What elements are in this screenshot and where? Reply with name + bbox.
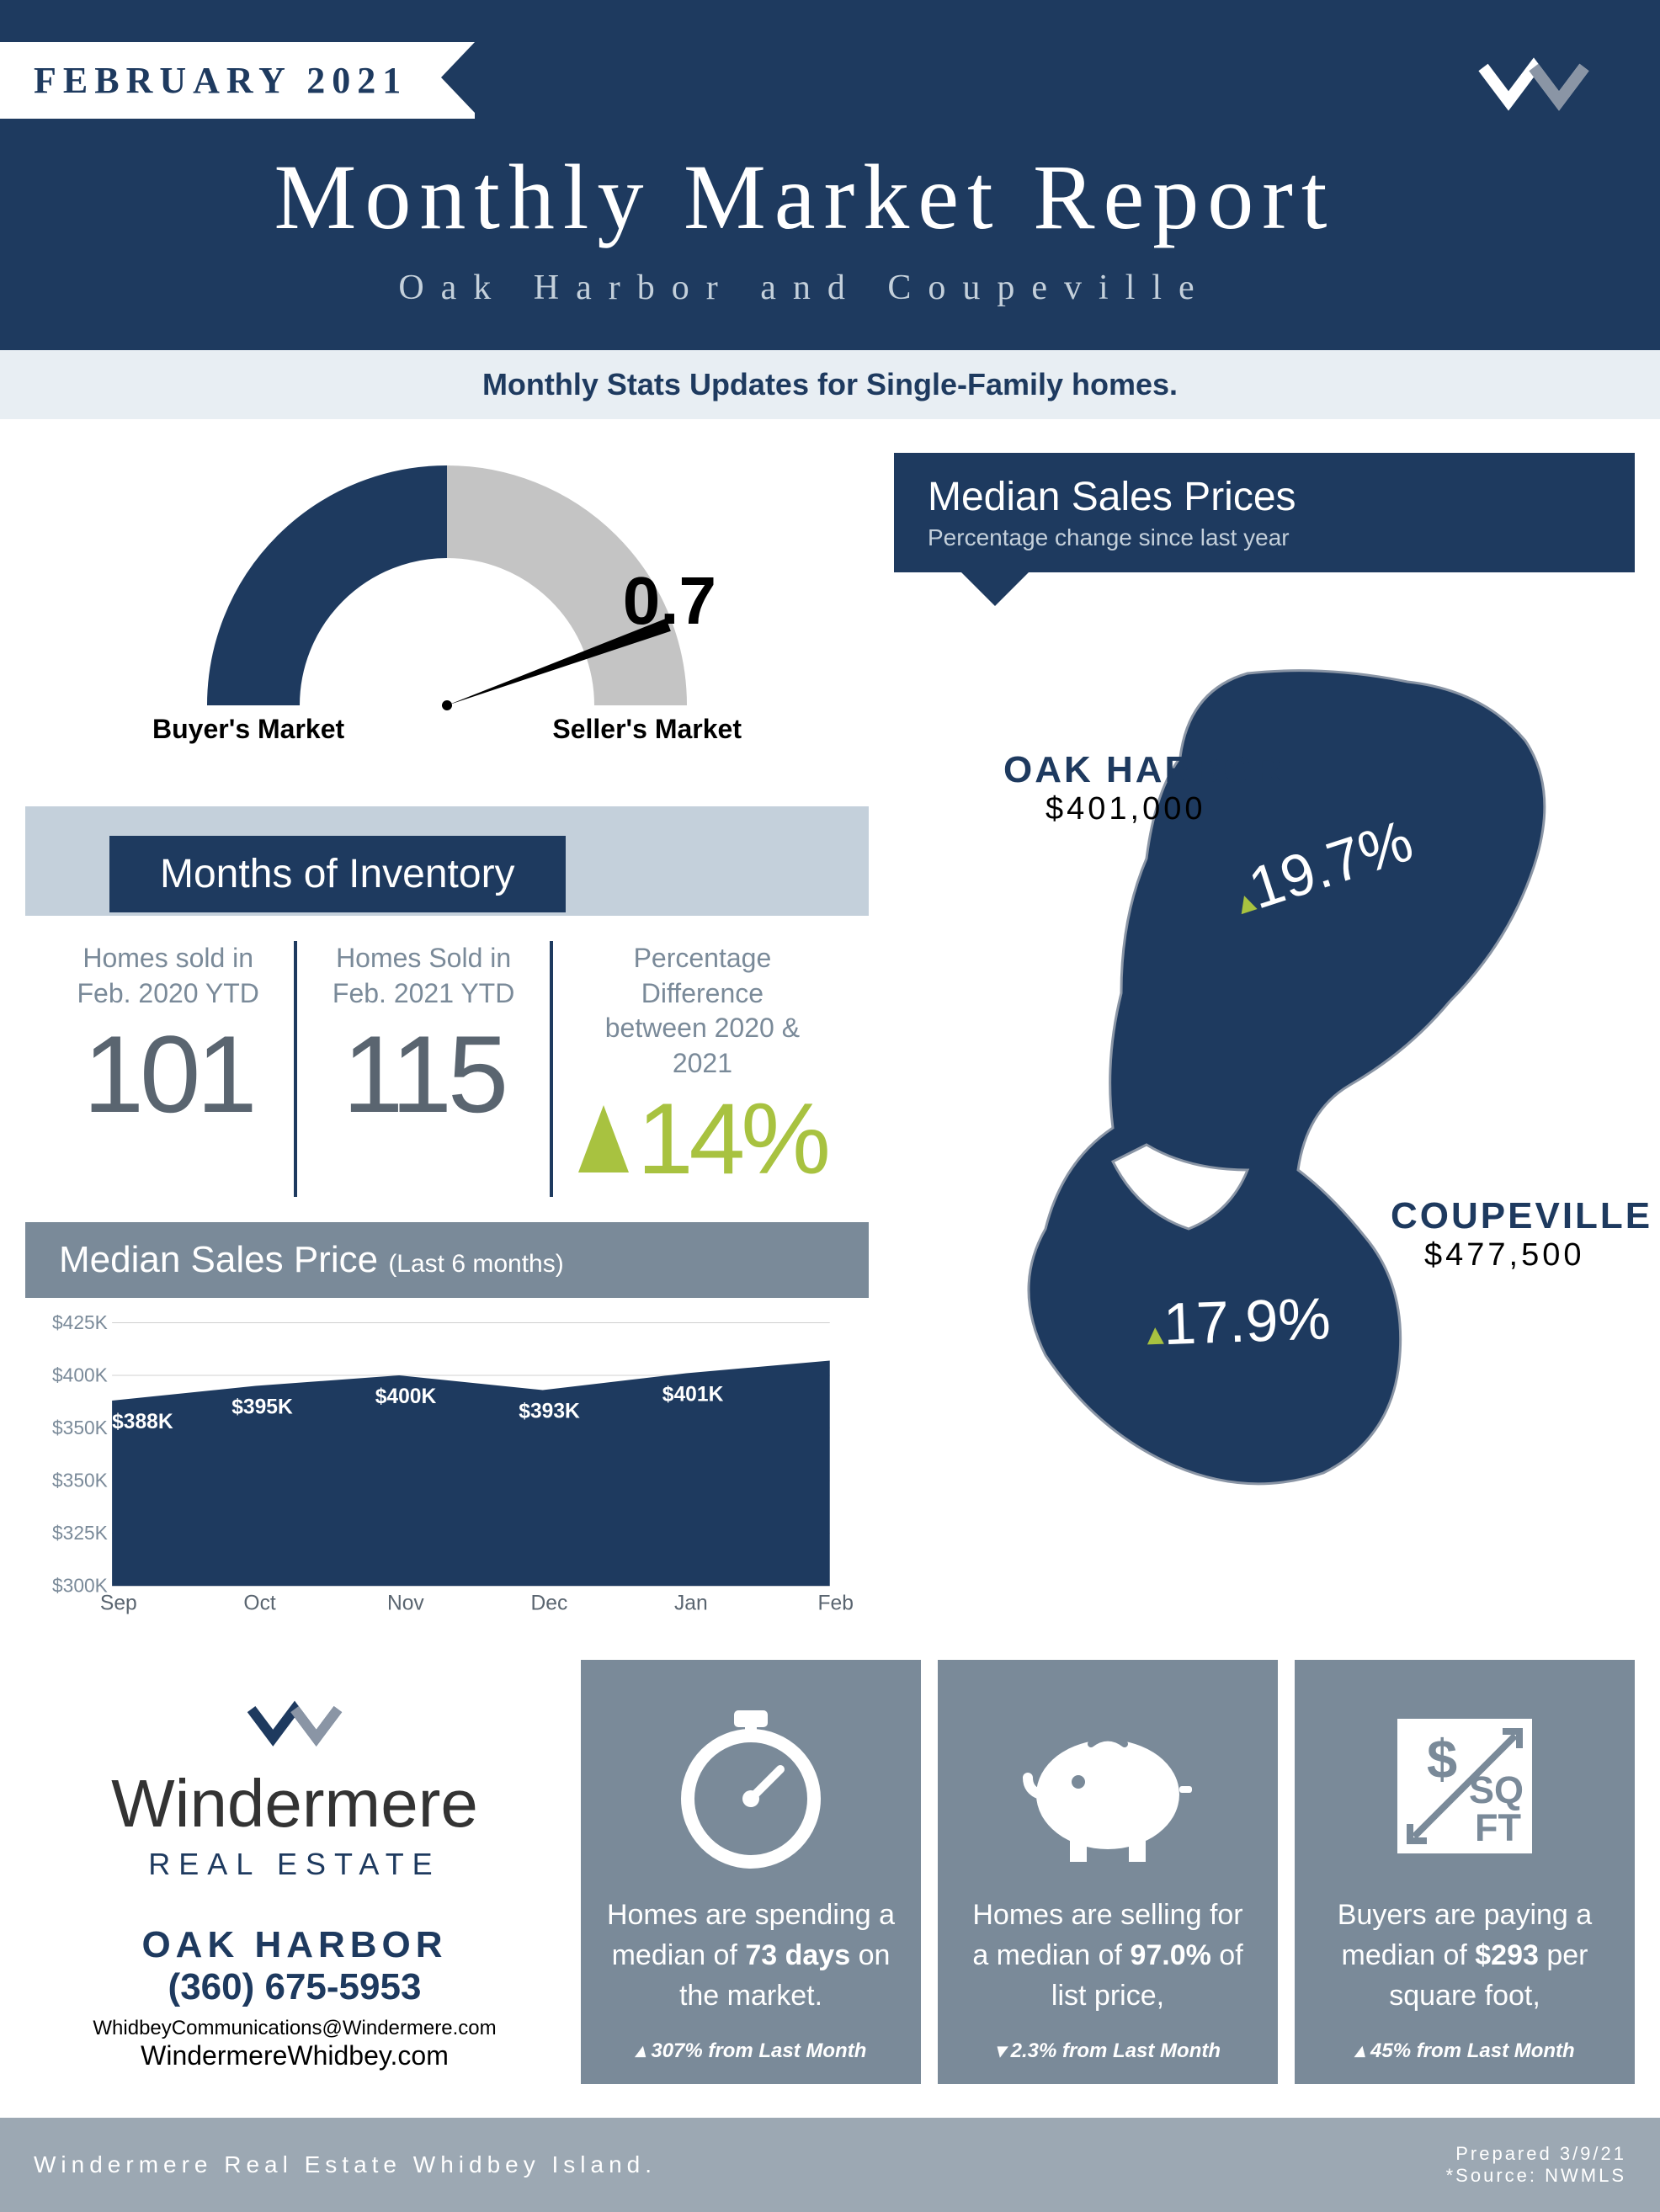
date-ribbon: FEBRUARY 2021	[0, 42, 475, 119]
piggy-icon	[1015, 1694, 1200, 1879]
svg-text:$350K: $350K	[52, 1417, 108, 1438]
svg-text:$425K: $425K	[52, 1315, 108, 1333]
svg-text:Nov: Nov	[387, 1593, 424, 1615]
chart-title-sub: (Last 6 months)	[388, 1250, 563, 1278]
header: FEBRUARY 2021 Monthly Market Report Oak …	[0, 0, 1660, 350]
svg-text:$: $	[1427, 1728, 1457, 1789]
svg-text:$400K: $400K	[52, 1364, 108, 1386]
brand-logo-icon	[244, 1694, 345, 1761]
stat-label: Feb. 2021 YTD	[322, 976, 524, 1012]
card-change: ▾ 2.3% from Last Month	[995, 2039, 1221, 2063]
city-price: $477,500	[1424, 1237, 1652, 1273]
svg-text:$401K: $401K	[662, 1384, 724, 1406]
stopwatch-icon	[667, 1694, 835, 1879]
card-change: ▴ 307% from Last Month	[636, 2039, 867, 2063]
svg-text:$393K: $393K	[519, 1401, 580, 1423]
pct-value: 14%	[637, 1081, 827, 1197]
city-label-coupeville: COUPEVILLE $477,500	[1391, 1195, 1652, 1273]
stat-label: Percentage Difference	[578, 941, 827, 1011]
card-text: Homes are selling for a median of 97.0% …	[963, 1896, 1253, 2022]
card-text: Buyers are paying a median of $293 per s…	[1320, 1896, 1609, 2022]
svg-text:$325K: $325K	[52, 1523, 108, 1545]
chart-banner: Median Sales Price (Last 6 months)	[25, 1222, 869, 1298]
subhead-bar: Monthly Stats Updates for Single-Family …	[0, 350, 1660, 419]
svg-text:$407K: $407K	[782, 1335, 843, 1358]
svg-text:FT: FT	[1475, 1806, 1521, 1849]
up-triangle-icon	[578, 1105, 629, 1172]
footer-meta: Prepared 3/9/21 *Source: NWMLS	[1446, 2143, 1626, 2187]
stat-label: Homes sold in	[67, 941, 269, 976]
gauge-value: 0.7	[623, 562, 716, 640]
svg-text:$300K: $300K	[52, 1575, 108, 1597]
brand-web: WindermereWhidbey.com	[25, 2040, 564, 2071]
svg-text:Jan: Jan	[674, 1593, 708, 1615]
brand-sub: REAL ESTATE	[25, 1847, 564, 1882]
city-name: COUPEVILLE	[1391, 1195, 1652, 1237]
median-price-chart: $425K $400K $350K $350K $325K $300K $388K Sep $3…	[25, 1298, 869, 1618]
chart-title: Median Sales Price	[59, 1239, 378, 1280]
logo-icon	[1475, 51, 1593, 130]
svg-text:Feb: Feb	[818, 1593, 854, 1615]
gauge-right-label: Seller's Market	[552, 714, 742, 745]
subtitle: Oak Harbor and Coupeville	[0, 268, 1609, 308]
svg-text:$400K: $400K	[375, 1386, 437, 1409]
brand-city: OAK HARBOR	[25, 1924, 564, 1966]
moi-stat-2020: Homes sold in Feb. 2020 YTD 101	[42, 941, 297, 1197]
card-list-price: Homes are selling for a median of 97.0% …	[938, 1660, 1278, 2084]
stat-label: Homes Sold in	[322, 941, 524, 976]
svg-text:$388K: $388K	[112, 1412, 173, 1434]
msp-title: Median Sales Prices	[928, 474, 1601, 520]
moi-title: Months of Inventory	[109, 836, 566, 912]
svg-text:$395K: $395K	[231, 1396, 293, 1419]
msp-subtitle: Percentage change since last year	[928, 524, 1601, 551]
stat-label: Feb. 2020 YTD	[67, 976, 269, 1012]
city-name: OAK HARBOR	[1003, 749, 1284, 791]
card-text: Homes are spending a median of 73 days o…	[606, 1896, 896, 2022]
svg-text:Oct: Oct	[243, 1593, 275, 1615]
msp-header: Median Sales Prices Percentage change si…	[894, 453, 1635, 572]
footer-company: Windermere Real Estate Whidbey Island.	[34, 2151, 657, 2178]
stat-value: 101	[67, 1011, 269, 1137]
svg-text:Sep: Sep	[100, 1593, 137, 1615]
card-price-sqft: $ SQ FT Buyers are paying a median of $2…	[1295, 1660, 1635, 2084]
footer: Windermere Real Estate Whidbey Island. P…	[0, 2118, 1660, 2212]
stat-value: 115	[322, 1011, 524, 1137]
city-price: $401,000	[1045, 791, 1284, 827]
island-map: OAK HARBOR $401,000 ▴19.7% COUPEVILLE $4…	[894, 623, 1635, 1616]
moi-banner: Months of Inventory	[25, 806, 869, 916]
brand-name: Windermere	[25, 1765, 564, 1842]
brand-phone: (360) 675-5953	[25, 1966, 564, 2008]
moi-stat-pct: Percentage Difference between 2020 & 202…	[553, 941, 852, 1197]
market-gauge: 0.7 Buyer's Market Seller's Market	[68, 453, 826, 790]
moi-stats: Homes sold in Feb. 2020 YTD 101 Homes So…	[25, 916, 869, 1222]
moi-stat-2021: Homes Sold in Feb. 2021 YTD 115	[297, 941, 552, 1197]
svg-text:$350K: $350K	[52, 1470, 108, 1492]
stat-label: between 2020 & 2021	[578, 1011, 827, 1081]
city-pct-coupeville: ▴17.9%	[1146, 1284, 1332, 1359]
card-change: ▴ 45% from Last Month	[1354, 2039, 1574, 2063]
card-days-on-market: Homes are spending a median of 73 days o…	[581, 1660, 921, 2084]
brand-block: Windermere REAL ESTATE OAK HARBOR (360) …	[25, 1660, 564, 2084]
brand-email: WhidbeyCommunications@Windermere.com	[25, 2017, 564, 2040]
gauge-left-label: Buyer's Market	[152, 714, 344, 745]
main-title: Monthly Market Report	[0, 144, 1609, 251]
sqft-icon: $ SQ FT	[1381, 1694, 1549, 1879]
city-label-oakharbor: OAK HARBOR $401,000	[1003, 749, 1284, 827]
svg-text:Dec: Dec	[530, 1593, 567, 1615]
